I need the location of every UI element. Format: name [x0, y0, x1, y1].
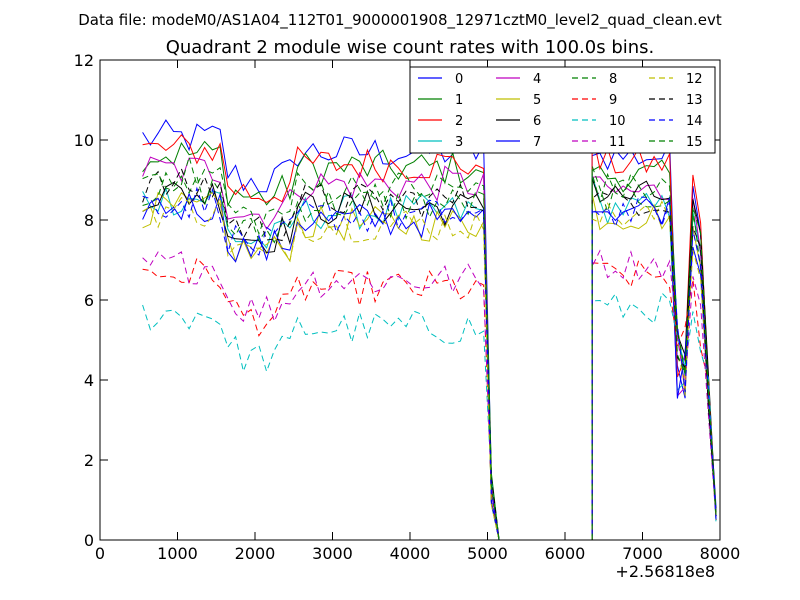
- series-line-8: [142, 165, 717, 540]
- series-line-5: [142, 191, 717, 540]
- y-tick-label: 10: [74, 131, 94, 150]
- x-tick-label: 5000: [467, 544, 508, 563]
- chart-title: Quadrant 2 module wise count rates with …: [166, 37, 655, 58]
- y-tick-label: 0: [84, 531, 94, 550]
- series-line-10: [142, 292, 717, 540]
- x-tick-label: 8000: [700, 544, 741, 563]
- y-axis-tick-labels: 0 2 4 6 8 10 12: [74, 51, 94, 550]
- x-axis-tick-labels: 0 1000 2000 3000 4000 5000 6000 7000 8000: [95, 544, 740, 563]
- legend-label-8: 8: [609, 72, 617, 87]
- series-line-2: [142, 132, 717, 540]
- legend-label-15: 15: [686, 135, 703, 150]
- x-tick-label: 4000: [390, 544, 431, 563]
- series-line-9: [142, 257, 717, 540]
- legend-label-11: 11: [609, 135, 626, 150]
- legend-label-10: 10: [609, 114, 626, 129]
- series-line-1: [142, 140, 717, 540]
- series-line-11: [142, 249, 717, 540]
- y-tick-label: 4: [84, 371, 94, 390]
- legend-label-5: 5: [533, 93, 541, 108]
- legend-label-1: 1: [455, 93, 463, 108]
- series-line-12: [142, 195, 717, 540]
- series-layer: [142, 119, 717, 540]
- x-axis-offset-label: +2.56818e8: [615, 562, 715, 581]
- y-tick-label: 6: [84, 291, 94, 310]
- legend-label-7: 7: [533, 135, 541, 150]
- suptitle: Data file: modeM0/AS1A04_112T01_90000019…: [78, 11, 722, 30]
- legend-frame: [409, 66, 716, 154]
- y-tick-label: 12: [74, 51, 94, 70]
- series-line-6: [142, 178, 717, 540]
- series-line-14: [142, 186, 717, 540]
- series-line-3: [142, 175, 717, 540]
- legend-label-14: 14: [686, 114, 703, 129]
- series-line-15: [142, 155, 717, 540]
- legend-label-13: 13: [686, 93, 703, 108]
- legend-label-6: 6: [533, 114, 541, 129]
- legend-label-4: 4: [533, 72, 541, 87]
- x-tick-label: 3000: [312, 544, 353, 563]
- legend-label-9: 9: [609, 93, 617, 108]
- x-tick-label: 0: [95, 544, 105, 563]
- series-line-4: [142, 156, 717, 540]
- x-tick-label: 2000: [235, 544, 276, 563]
- legend-label-12: 12: [686, 72, 703, 87]
- x-tick-label: 7000: [622, 544, 663, 563]
- y-tick-label: 8: [84, 211, 94, 230]
- x-tick-label: 6000: [545, 544, 586, 563]
- series-line-13: [142, 167, 717, 540]
- x-tick-label: 1000: [157, 544, 198, 563]
- legend-label-0: 0: [455, 72, 463, 87]
- legend-label-2: 2: [455, 114, 463, 129]
- y-tick-label: 2: [84, 451, 94, 470]
- legend-label-3: 3: [455, 135, 463, 150]
